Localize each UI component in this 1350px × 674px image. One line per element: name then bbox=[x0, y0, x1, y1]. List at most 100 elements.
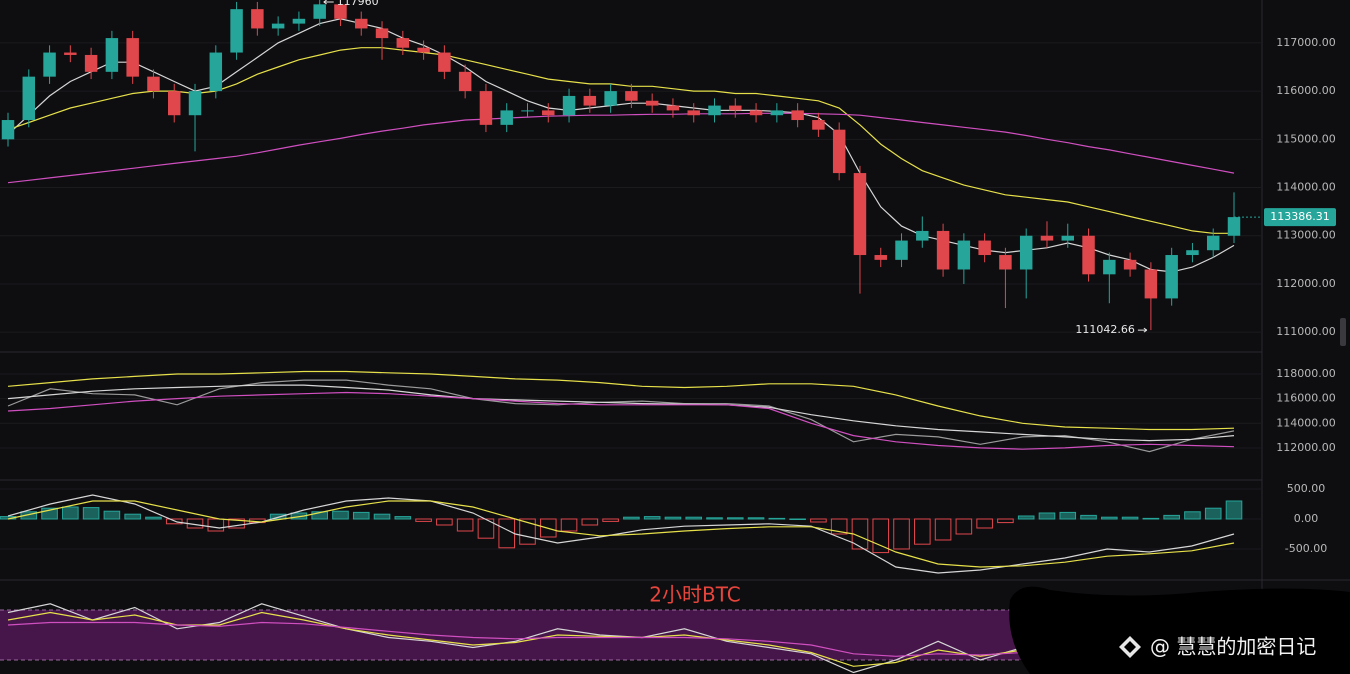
y-tick-label: 117000.00 bbox=[1276, 36, 1336, 49]
macd-bar bbox=[581, 518, 599, 526]
candle-body bbox=[583, 95, 597, 106]
macd-bar bbox=[62, 506, 79, 520]
candle-body bbox=[999, 255, 1012, 270]
indicator-line bbox=[7, 112, 1235, 184]
candle-body bbox=[251, 9, 264, 29]
macd-bar bbox=[415, 518, 432, 522]
macd-bar bbox=[1184, 511, 1201, 520]
candle-body bbox=[438, 52, 451, 72]
macd-bar bbox=[643, 516, 661, 520]
y-tick-label: 112000.00 bbox=[1276, 441, 1336, 454]
scrollbar[interactable] bbox=[1340, 318, 1346, 346]
panel-title: 2小时BTC bbox=[649, 583, 740, 607]
arrow bbox=[323, 0, 334, 5]
macd-bar bbox=[789, 518, 806, 520]
candle-body bbox=[1, 120, 15, 140]
y-tick-label: 114000.00 bbox=[1276, 416, 1336, 429]
macd-bar bbox=[332, 510, 349, 520]
candle-body bbox=[542, 110, 555, 116]
macd-bar bbox=[20, 511, 38, 520]
candle-body bbox=[832, 129, 846, 174]
candle-body bbox=[292, 18, 306, 24]
indicator-line bbox=[7, 370, 1235, 431]
candle-body bbox=[666, 105, 680, 111]
candle-body bbox=[209, 52, 223, 92]
candle-body bbox=[936, 230, 950, 270]
candle-body bbox=[729, 105, 742, 111]
macd-bar bbox=[810, 518, 827, 523]
macd-bar bbox=[436, 518, 453, 526]
macd-bar bbox=[685, 516, 703, 520]
macd-bar bbox=[1059, 511, 1077, 520]
low-annotation: 111042.66 bbox=[1075, 323, 1135, 336]
macd-bar bbox=[124, 513, 141, 520]
candle-body bbox=[355, 18, 368, 29]
macd-bar bbox=[872, 518, 890, 554]
macd-bar bbox=[228, 518, 245, 529]
candle-body bbox=[853, 173, 867, 256]
macd-bar bbox=[955, 518, 973, 535]
candle-body bbox=[916, 230, 929, 241]
candle-body bbox=[105, 38, 119, 72]
candle-body bbox=[479, 91, 493, 125]
candle-body bbox=[458, 71, 472, 92]
indicator-line bbox=[7, 500, 1235, 568]
candle-body bbox=[64, 52, 77, 55]
macd-bar bbox=[1121, 516, 1139, 520]
macd-bar bbox=[1204, 507, 1222, 520]
candle-body bbox=[1019, 235, 1033, 270]
candle-body bbox=[1103, 259, 1116, 275]
macd-bar bbox=[997, 518, 1014, 524]
macd-bar bbox=[539, 518, 557, 538]
macd-bar bbox=[145, 516, 162, 520]
candle-body bbox=[1144, 269, 1158, 299]
candle-body bbox=[604, 91, 617, 106]
macd-bar bbox=[914, 518, 931, 545]
candle-body bbox=[84, 54, 98, 72]
candle-body bbox=[417, 47, 430, 53]
indicator-line bbox=[7, 379, 1235, 453]
y-tick-label: 115000.00 bbox=[1276, 132, 1336, 145]
y-tick-label: 0.00 bbox=[1294, 512, 1319, 525]
candle-body bbox=[1061, 235, 1074, 241]
macd-bar bbox=[1142, 517, 1160, 520]
candle-body bbox=[1165, 255, 1178, 299]
macd-bar bbox=[602, 518, 619, 522]
candle-body bbox=[22, 76, 36, 121]
candle-body bbox=[1227, 217, 1241, 236]
macd-bar bbox=[165, 518, 183, 525]
macd-bar bbox=[1163, 514, 1180, 520]
y-tick-label: 113000.00 bbox=[1276, 229, 1336, 242]
candle-body bbox=[43, 52, 56, 77]
macd-bar bbox=[373, 513, 391, 520]
arrow bbox=[1137, 327, 1148, 333]
candle-body bbox=[147, 76, 160, 92]
candle-body bbox=[708, 105, 721, 116]
macd-bar bbox=[207, 518, 225, 532]
indicator-line bbox=[7, 494, 1235, 574]
y-tick-label: 114000.00 bbox=[1276, 181, 1336, 194]
candle-body bbox=[313, 4, 326, 19]
candle-body bbox=[396, 38, 410, 48]
macd-bar bbox=[352, 511, 370, 520]
macd-bar bbox=[726, 517, 744, 520]
y-tick-label: 116000.00 bbox=[1276, 392, 1336, 405]
macd-bar bbox=[706, 517, 723, 520]
watermark: @ 慧慧的加密日记 bbox=[1150, 635, 1316, 659]
macd-bar bbox=[269, 513, 287, 520]
macd-bar bbox=[1017, 515, 1035, 520]
candle-body bbox=[521, 110, 534, 112]
macd-bar bbox=[103, 510, 121, 520]
y-tick-label: 118000.00 bbox=[1276, 367, 1336, 380]
candle-body bbox=[791, 110, 804, 121]
macd-bar bbox=[1038, 512, 1056, 520]
indicator-line bbox=[7, 47, 1234, 234]
candle-body bbox=[749, 110, 763, 116]
candle-body bbox=[645, 100, 659, 106]
candle-body bbox=[1206, 235, 1220, 251]
macd-bar bbox=[519, 518, 536, 545]
macd-bar bbox=[830, 518, 848, 535]
macd-bar bbox=[664, 516, 682, 520]
